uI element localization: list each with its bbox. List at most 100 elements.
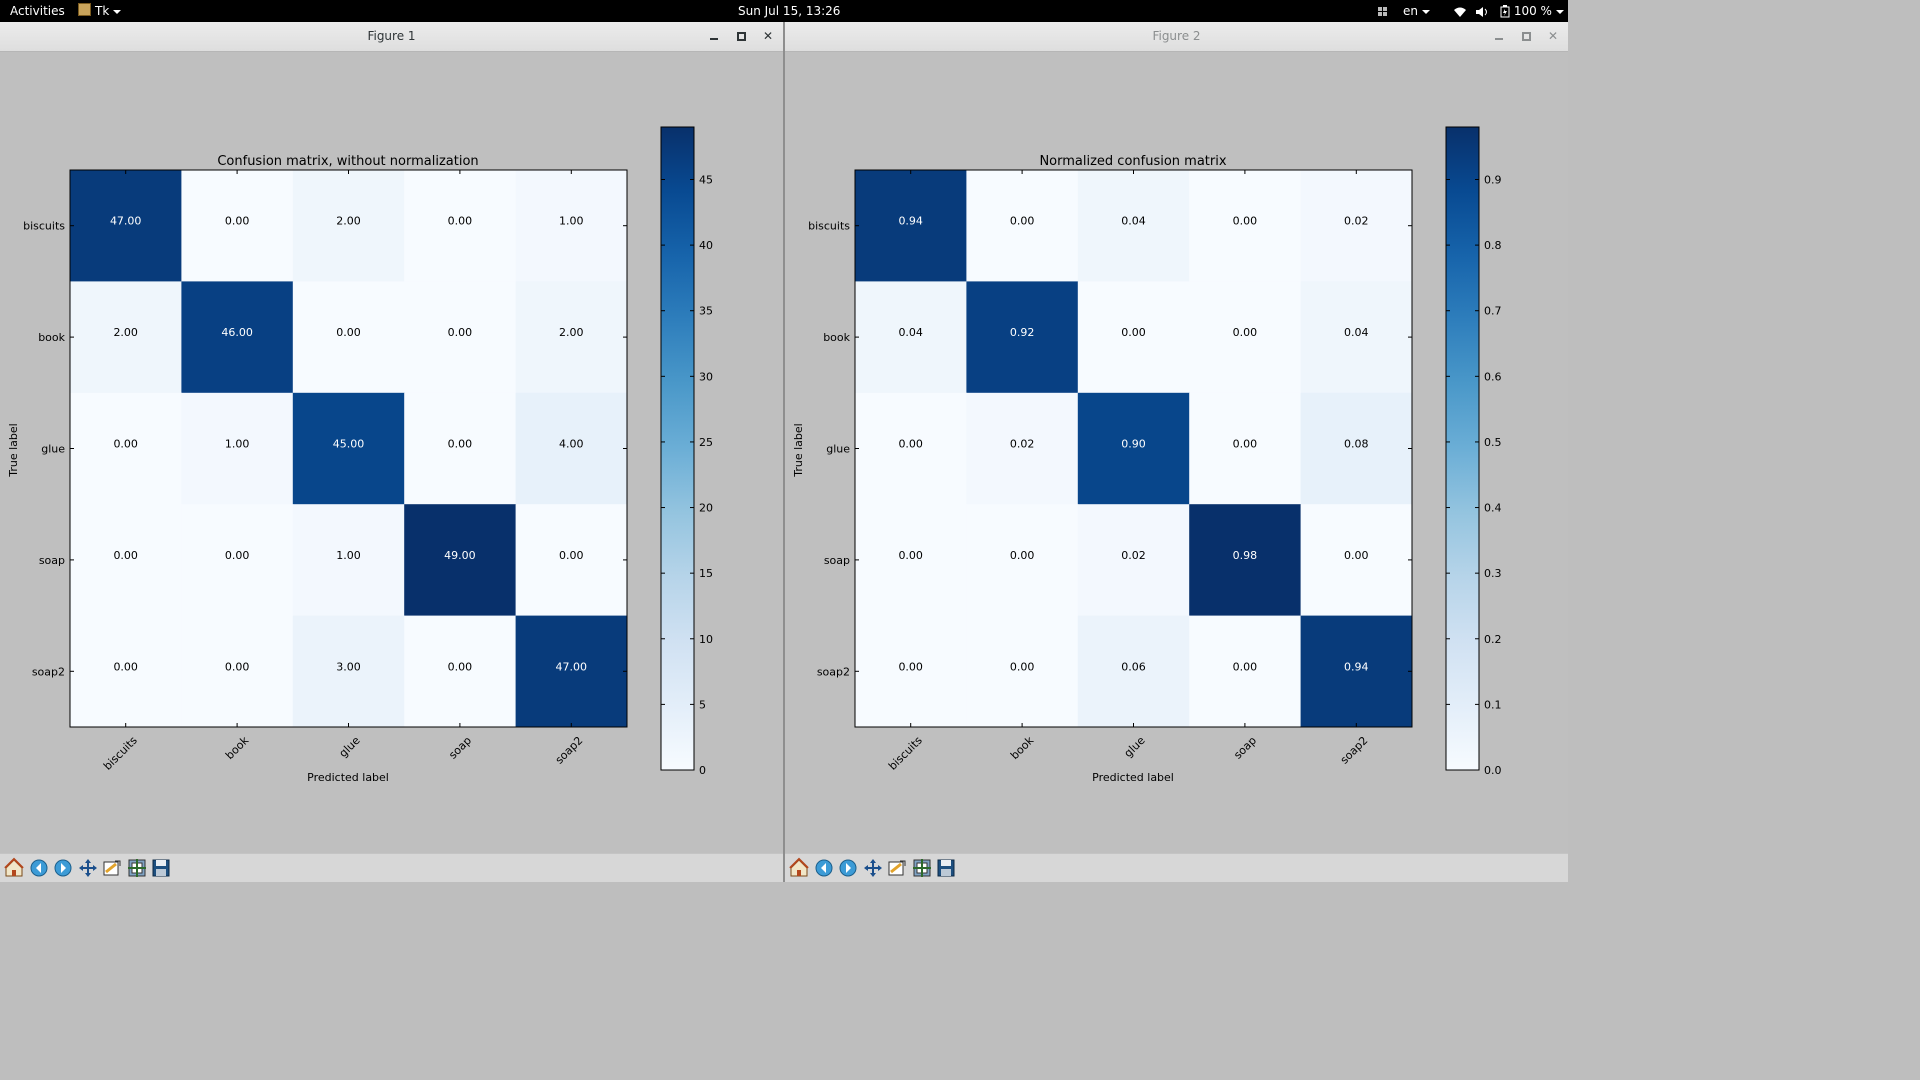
pan-button[interactable]: [862, 857, 884, 879]
cell-value-label: 0.00: [448, 660, 473, 673]
battery-label: 100 %: [1513, 4, 1552, 18]
heatmap-cell: [404, 392, 517, 505]
heatmap-cell: [1300, 281, 1413, 394]
cell-value-label: 0.00: [225, 660, 250, 673]
configure-subplots-icon: [912, 859, 931, 877]
window-divider: [783, 22, 785, 882]
heatmap-cell: [292, 504, 405, 617]
chart-title: Normalized confusion matrix: [1039, 154, 1226, 169]
workspace-grid-icon[interactable]: [1378, 0, 1388, 22]
y-axis-label: True label: [792, 423, 805, 477]
cell-value-label: 0.00: [448, 215, 473, 228]
save-icon: [152, 859, 170, 877]
minimize-button[interactable]: [707, 29, 721, 43]
cell-value-label: 0.92: [1010, 326, 1035, 339]
close-button[interactable]: ✕: [761, 29, 775, 43]
cell-value-label: 0.00: [113, 549, 138, 562]
cell-value-label: 0.00: [448, 438, 473, 451]
cell-value-label: 0.90: [1121, 438, 1146, 451]
close-button[interactable]: ✕: [1546, 29, 1560, 43]
cell-value-label: 1.00: [336, 549, 361, 562]
forward-button[interactable]: [837, 857, 859, 879]
heatmap-cell: [70, 392, 182, 505]
colorbar-tick-label: 0.0: [1484, 764, 1502, 777]
y-tick-label: book: [823, 331, 850, 344]
y-tick-label: soap: [824, 554, 850, 567]
volume-icon[interactable]: [1475, 0, 1489, 22]
forward-button[interactable]: [52, 857, 74, 879]
cell-value-label: 2.00: [113, 326, 138, 339]
heatmap-cell: [1300, 392, 1413, 505]
maximize-button[interactable]: [734, 29, 748, 43]
zoom-button[interactable]: [886, 857, 908, 879]
figure-window-1: Figure 1 ✕ 47.00 0.00 2.00 0.00 1.00 2.00 46.0…: [0, 22, 783, 882]
cell-value-label: 0.00: [898, 438, 923, 451]
save-button[interactable]: [150, 857, 172, 879]
heatmap-cell: [1189, 392, 1302, 505]
colorbar-tick-label: 0.5: [1484, 436, 1502, 449]
heatmap-cell: [181, 615, 294, 728]
back-icon: [30, 859, 47, 877]
save-icon: [937, 859, 955, 877]
language-menu[interactable]: en: [1403, 0, 1430, 22]
y-axis-label: True label: [7, 423, 20, 477]
home-button[interactable]: [3, 857, 25, 879]
close-icon: ✕: [1547, 29, 1559, 43]
heatmap-cell: [515, 392, 628, 505]
heatmap-cell: [181, 170, 294, 282]
heatmap-cell: [1077, 392, 1190, 505]
colorbar-tick-label: 0.3: [1484, 567, 1502, 580]
wifi-icon[interactable]: [1453, 0, 1467, 22]
pan-button[interactable]: [77, 857, 99, 879]
cell-value-label: 0.00: [1010, 215, 1035, 228]
heatmap-cell: [966, 170, 1079, 282]
colorbar-tick-label: 35: [699, 305, 713, 318]
heatmap-cell: [1189, 615, 1302, 728]
clock[interactable]: Sun Jul 15, 13:26: [738, 4, 841, 18]
back-button[interactable]: [28, 857, 50, 879]
cell-value-label: 0.06: [1121, 660, 1146, 673]
zoom-button[interactable]: [101, 857, 123, 879]
back-button[interactable]: [813, 857, 835, 879]
minimize-icon: [1495, 38, 1503, 40]
minimize-button[interactable]: [1492, 29, 1506, 43]
window-title: Figure 1: [367, 29, 416, 43]
figure-canvas[interactable]: 47.00 0.00 2.00 0.00 1.00 2.00 46.00 0.00 0.00 2.…: [0, 52, 783, 854]
cell-value-label: 0.02: [1010, 438, 1035, 451]
y-tick-label: soap2: [817, 665, 850, 678]
heatmap-cell: [181, 281, 294, 394]
y-tick-label: book: [38, 331, 65, 344]
top-bar: Activities Tk Sun Jul 15, 13:26 en 100 %: [0, 0, 1568, 22]
heatmap-cell: [70, 504, 182, 617]
battery-status[interactable]: 100 %: [1500, 0, 1564, 22]
heatmap-cell: [1300, 170, 1413, 282]
heatmap-cell: [1189, 170, 1302, 282]
x-tick-label: book: [1008, 733, 1037, 762]
configure-subplots-button[interactable]: [126, 857, 148, 879]
heatmap-cell: [292, 392, 405, 505]
window-titlebar[interactable]: Figure 1 ✕: [0, 22, 783, 52]
navigation-toolbar: [0, 853, 783, 882]
figure-canvas[interactable]: 0.94 0.00 0.04 0.00 0.02 0.04 0.92 0.00 0.00 0.04…: [785, 52, 1568, 854]
app-menu[interactable]: Tk: [78, 0, 122, 22]
cell-value-label: 0.00: [113, 438, 138, 451]
window-titlebar[interactable]: Figure 2 ✕: [785, 22, 1568, 52]
configure-subplots-button[interactable]: [911, 857, 933, 879]
y-tick-label: biscuits: [808, 220, 850, 233]
configure-subplots-icon: [127, 859, 146, 877]
cell-value-label: 0.08: [1344, 438, 1369, 451]
forward-icon: [839, 859, 857, 877]
home-button[interactable]: [788, 857, 810, 879]
cell-value-label: 0.00: [225, 215, 250, 228]
cell-value-label: 0.00: [1010, 549, 1035, 562]
activities-button[interactable]: Activities: [10, 4, 65, 18]
save-button[interactable]: [935, 857, 957, 879]
app-menu-label: Tk: [95, 4, 110, 18]
confusion-matrix-heatmap: 47.00 0.00 2.00 0.00 1.00 2.00 46.00 0.00 0.00 2.…: [23, 126, 713, 777]
cell-value-label: 47.00: [556, 660, 588, 673]
cell-value-label: 0.00: [1233, 326, 1258, 339]
maximize-button[interactable]: [1519, 29, 1533, 43]
close-icon: ✕: [762, 29, 774, 43]
x-tick-label: book: [223, 733, 252, 762]
colorbar-tick-label: 0.9: [1484, 173, 1502, 186]
